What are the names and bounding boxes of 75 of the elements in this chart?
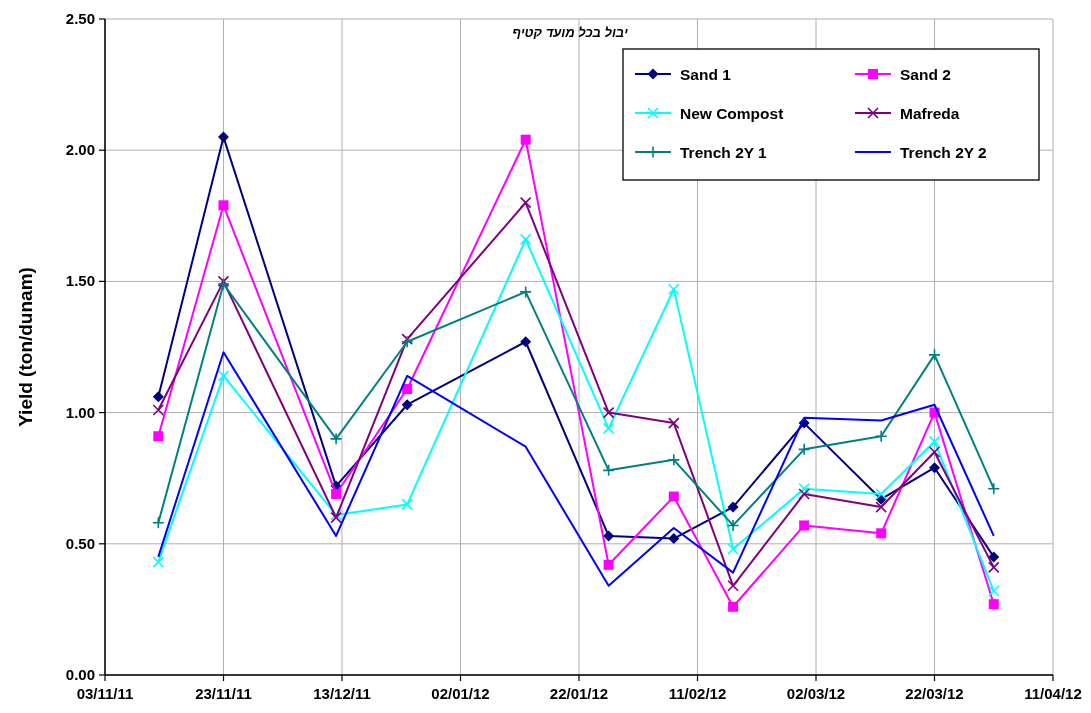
point xyxy=(602,406,615,419)
point xyxy=(602,464,615,477)
legend-label: Trench 2Y 1 xyxy=(680,143,768,161)
x-tick-label: 03/11/11 xyxy=(76,685,134,702)
point xyxy=(668,533,680,545)
point xyxy=(727,543,739,555)
point xyxy=(798,482,810,495)
point xyxy=(400,335,414,349)
point xyxy=(520,134,531,145)
point xyxy=(520,336,532,348)
x-tick-label: 02/01/12 xyxy=(431,685,490,702)
x-tick-label: 11/02/12 xyxy=(668,685,727,702)
y-tick-label: 2.00 xyxy=(65,141,95,159)
x-tick-label: 02/03/12 xyxy=(786,685,846,702)
point xyxy=(987,482,1001,495)
point xyxy=(152,556,165,568)
y-tick-label: 2.50 xyxy=(65,10,95,27)
point xyxy=(799,520,810,531)
point xyxy=(727,501,739,513)
point xyxy=(519,196,532,209)
point xyxy=(874,429,888,443)
point xyxy=(401,498,413,511)
text: יבול בכל מועד קטיף xyxy=(512,25,628,40)
point xyxy=(152,404,165,416)
point xyxy=(329,432,343,446)
legend-label: New Compost xyxy=(680,104,784,122)
point xyxy=(331,488,342,499)
legend-label: Trench 2Y 2 xyxy=(900,143,987,161)
point xyxy=(987,561,1000,574)
point xyxy=(988,551,1000,563)
point xyxy=(928,348,941,362)
point xyxy=(218,200,229,211)
point xyxy=(929,462,940,474)
point xyxy=(798,488,810,500)
x-tick-label: 13/12/11 xyxy=(313,685,371,702)
y-tick-label: 0.00 xyxy=(65,666,95,683)
y-axis-title: Yield (ton/dunam) xyxy=(15,267,36,427)
point xyxy=(797,443,811,456)
point xyxy=(928,435,941,448)
point xyxy=(519,285,532,299)
x-tick-label: 22/01/12 xyxy=(549,685,609,702)
point xyxy=(668,283,680,296)
point xyxy=(727,579,739,592)
point xyxy=(876,528,887,539)
point xyxy=(218,131,229,143)
point xyxy=(988,599,999,610)
point xyxy=(402,383,413,394)
x-tick-label: 23/11/11 xyxy=(195,685,252,702)
x-tick-label: 11/04/12 xyxy=(1024,685,1082,702)
legend-label: Sand 1 xyxy=(680,65,732,83)
x-tick-label: 22/03/12 xyxy=(905,685,964,702)
point xyxy=(519,233,532,246)
y-tick-label: 1.50 xyxy=(65,272,95,290)
point xyxy=(987,585,1000,597)
point xyxy=(668,417,680,429)
point xyxy=(728,601,739,612)
point xyxy=(152,391,164,403)
point xyxy=(401,333,413,345)
point xyxy=(152,516,165,530)
point xyxy=(875,488,887,500)
point xyxy=(668,491,679,502)
point xyxy=(603,530,615,542)
point xyxy=(401,399,413,411)
point xyxy=(928,446,941,458)
legend-label: Sand 2 xyxy=(900,65,951,83)
legend-label: Mafreda xyxy=(900,104,960,122)
point xyxy=(217,370,230,382)
point xyxy=(603,559,614,570)
point xyxy=(667,453,681,467)
point xyxy=(602,422,615,435)
point xyxy=(875,501,887,513)
y-tick-label: 0.50 xyxy=(65,534,95,552)
y-tick-label: 1.00 xyxy=(65,403,95,421)
point xyxy=(726,519,740,532)
point xyxy=(153,431,164,442)
